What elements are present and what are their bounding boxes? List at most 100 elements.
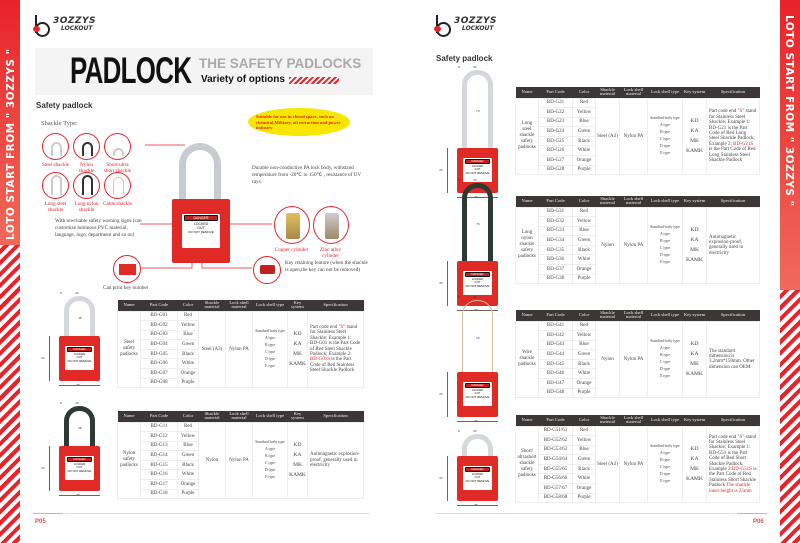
- part-code: BD-G48: [538, 387, 573, 399]
- part-code: BD-G15: [140, 459, 178, 471]
- column-header: Part Code: [140, 300, 178, 311]
- color: Purple: [572, 273, 596, 285]
- table-header: Name Part Code Color Shackle material Lock s…: [515, 415, 760, 426]
- color: Green: [572, 454, 596, 465]
- specification: The standard dimension is 3.2mm*150mm. O…: [706, 320, 760, 399]
- brand-logo: 3OZZYS LOCKOUT: [33, 15, 96, 37]
- part-code: BD-G32: [538, 216, 573, 227]
- column-header: Lock shell material: [619, 415, 648, 426]
- column-header: Lock shell material: [225, 411, 253, 422]
- product-name: Nylon safety padlocks: [117, 421, 141, 500]
- part-code: BD-G28: [538, 164, 573, 176]
- shackle-type-image: [73, 133, 100, 160]
- shell-material: Nylon PA: [225, 421, 253, 500]
- color: Purple: [177, 377, 199, 389]
- shell-type: Standard body type A type B type C type D ty…: [647, 425, 683, 504]
- part-code: BD-G44: [538, 349, 573, 360]
- shackle-material: Nylon: [198, 421, 226, 500]
- color: White: [572, 473, 596, 485]
- color: Black: [177, 459, 199, 471]
- shackle-type-label: Steel shackle: [41, 162, 70, 168]
- part-code: BD-G23: [538, 116, 573, 128]
- color: Yellow: [177, 320, 199, 331]
- shell-type: Standard body type A type B type C type D ty…: [647, 320, 683, 399]
- banner-subtitle: THE SAFETY PADLOCKS: [199, 56, 362, 71]
- dimension-label: 20: [473, 178, 477, 182]
- shackle-type-image: [104, 172, 131, 199]
- color: White: [572, 368, 596, 380]
- color: Orange: [572, 378, 596, 389]
- specification: Part code end "S" stand for Stainless St…: [706, 425, 760, 504]
- right-side-strip: LOTO START FROM " 3OZZYS ": [780, 0, 800, 543]
- column-header: Shackle material: [595, 415, 620, 426]
- strip-text: LOTO START FROM " 3OZZYS ": [783, 15, 795, 207]
- shackle-type-label: Nylon shackle: [78, 162, 95, 174]
- dimension-label: 76: [476, 336, 480, 340]
- part-code: BD-G35: [538, 244, 573, 256]
- shackle-material: Steel (A3): [595, 425, 620, 504]
- dimension-label: 8: [458, 65, 460, 69]
- color: Red: [572, 320, 596, 332]
- column-header: Specification: [307, 300, 364, 311]
- color: Black: [572, 358, 596, 370]
- page-number: P06: [753, 519, 764, 525]
- column-header: Name: [117, 411, 141, 422]
- color: Yellow: [572, 330, 596, 341]
- part-code: BD-G12: [140, 431, 178, 442]
- part-code: BD-G37: [538, 264, 573, 275]
- color: Orange: [572, 155, 596, 166]
- column-header: Name: [515, 415, 539, 426]
- column-header: Shackle material: [198, 300, 226, 311]
- column-header: Part Code: [538, 415, 573, 426]
- part-code: BD-G53/63: [538, 444, 573, 456]
- part-code: BD-G51/61: [538, 425, 573, 437]
- part-code: BD-G02: [140, 320, 178, 331]
- column-header: Key system: [682, 87, 707, 98]
- shell-material: Nylon PA: [619, 425, 648, 504]
- part-code: BD-G55/65: [538, 463, 573, 475]
- part-code: BD-G24: [538, 126, 573, 137]
- section-title: Safety padlock: [36, 101, 93, 110]
- part-code: BD-G14: [140, 450, 178, 461]
- product-table: Name Part Code Color Shackle material Lock s…: [117, 300, 364, 389]
- brand-logo: 3OZZYS LOCKOUT: [434, 15, 497, 37]
- part-code: BD-G01: [140, 310, 178, 322]
- color: White: [572, 145, 596, 157]
- color: Orange: [572, 483, 596, 494]
- banner-title: PADLOCK: [70, 50, 192, 91]
- part-code: BD-G45: [538, 358, 573, 370]
- column-header: Lock shell type: [647, 87, 683, 98]
- color: Blue: [572, 444, 596, 456]
- column-header: Color: [572, 196, 596, 207]
- cylinder-label: Zinc alloy cylinder: [319, 247, 342, 259]
- shell-material: Nylon PA: [619, 206, 648, 285]
- part-code: BD-G11: [140, 421, 178, 433]
- part-code: BD-G57/67: [538, 483, 573, 494]
- part-code: BD-G07: [140, 368, 178, 379]
- column-header: Lock shell type: [647, 415, 683, 426]
- part-code: BD-G31: [538, 206, 573, 218]
- product-name: Short/ ultrashort shackle safety padlock…: [515, 425, 539, 504]
- color: Yellow: [177, 431, 199, 442]
- part-code: BD-G46: [538, 368, 573, 380]
- part-code: BD-G13: [140, 440, 178, 452]
- key-system: KD KA MK KAMK: [682, 425, 707, 504]
- main-padlock-image: DANGER LOCKED OUT DO NOT REMOVE: [172, 143, 230, 265]
- shackle-type-label: Long steel shackle: [44, 201, 67, 213]
- key-number-image: [113, 255, 141, 283]
- color: Green: [572, 349, 596, 360]
- key-system: KD KA MK KAMK: [287, 421, 308, 500]
- part-code: BD-G08: [140, 377, 178, 389]
- table-row: Long nylon shackle safety padlocks BD-G31…: [515, 206, 760, 285]
- column-header: Lock shell type: [647, 196, 683, 207]
- table-row: BD-G48 Purple: [516, 387, 760, 399]
- color: Green: [177, 339, 199, 350]
- left-side-strip: LOTO START FROM " 3OZZYS ": [0, 0, 20, 543]
- part-code: BD-G56/66: [538, 473, 573, 485]
- product-table: Name Part Code Color Shackle material Lock s…: [515, 87, 760, 176]
- column-header: Color: [572, 415, 596, 426]
- column-header: Part Code: [538, 196, 573, 207]
